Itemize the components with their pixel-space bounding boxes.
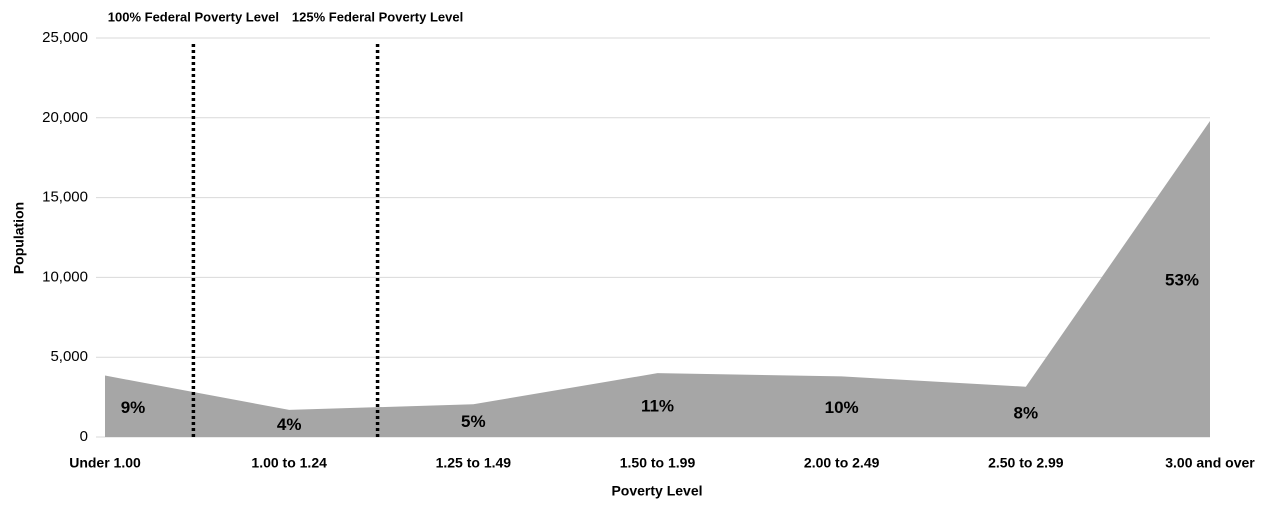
x-tick-label: 2.50 to 2.99 — [988, 455, 1064, 471]
y-axis-title: Population — [11, 202, 27, 274]
x-tick-label: 1.25 to 1.49 — [436, 455, 512, 471]
y-tick-label: 10,000 — [42, 268, 88, 285]
data-label: 11% — [641, 397, 674, 416]
data-label: 8% — [1014, 403, 1039, 422]
y-tick-label: 25,000 — [42, 29, 88, 46]
area — [105, 120, 1210, 437]
data-label: 5% — [461, 412, 486, 431]
y-tick-label: 15,000 — [42, 189, 88, 206]
annotation: 125% Federal Poverty Level — [292, 9, 463, 24]
data-label: 53% — [1165, 270, 1199, 289]
data-label: 10% — [825, 398, 859, 417]
x-tick-label: Under 1.00 — [69, 455, 141, 471]
y-tick-label: 0 — [80, 428, 88, 445]
x-axis-title: Poverty Level — [611, 483, 702, 499]
y-tick-label: 20,000 — [42, 109, 88, 126]
annotation: 100% Federal Poverty Level — [108, 9, 279, 24]
y-tick-label: 5,000 — [50, 348, 88, 365]
x-tick-label: 1.00 to 1.24 — [251, 455, 327, 471]
x-tick-label: 3.00 and over — [1165, 455, 1255, 471]
data-label: 9% — [121, 398, 146, 417]
x-tick-label: 2.00 to 2.49 — [804, 455, 880, 471]
data-label: 4% — [277, 415, 302, 434]
x-tick-label: 1.50 to 1.99 — [620, 455, 696, 471]
